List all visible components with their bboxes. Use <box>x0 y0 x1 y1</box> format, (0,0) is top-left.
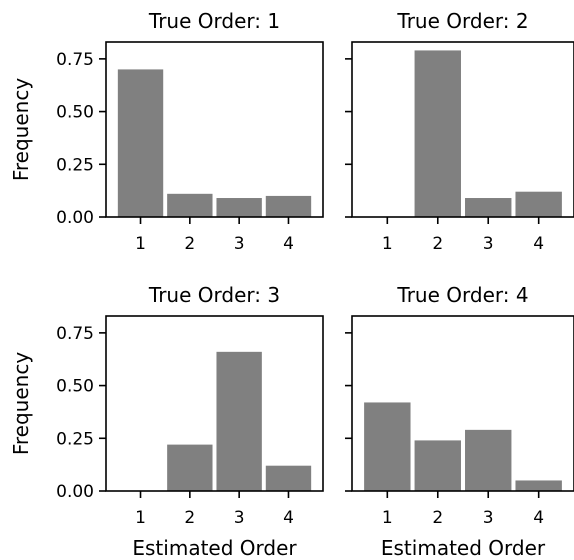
bar-panel4-order-1 <box>364 402 411 491</box>
xtick-label: 2 <box>184 508 195 528</box>
panel-4-frame <box>351 315 574 492</box>
ytick-label: 0.25 <box>56 155 94 175</box>
ytick-label: 0.00 <box>56 208 94 228</box>
bar-panel1-order-1 <box>117 69 164 217</box>
panel-3-title: True Order: 3 <box>148 283 280 307</box>
bar-panel3-order-2 <box>167 444 213 491</box>
bar-panel3-order-3 <box>216 351 262 491</box>
xtick-label: 4 <box>533 234 544 254</box>
ytick-label: 0.50 <box>56 377 94 397</box>
bar-panel1-order-2 <box>167 193 213 217</box>
bar-panel4-order-4 <box>515 480 562 491</box>
panel-3-frame <box>105 315 324 492</box>
xtick-label: 1 <box>135 508 146 528</box>
ytick-label: 0.50 <box>56 103 94 123</box>
xtick-label: 1 <box>382 508 393 528</box>
panel-1-title: True Order: 1 <box>148 9 280 33</box>
xtick-label: 2 <box>184 234 195 254</box>
ytick-label: 0.75 <box>56 50 94 70</box>
y-axis-label: Frequency <box>9 78 33 181</box>
bar-panel2-order-3 <box>465 198 512 217</box>
bar-panel4-order-3 <box>465 429 512 491</box>
y-axis-label: Frequency <box>9 352 33 455</box>
ytick-label: 0.25 <box>56 429 94 449</box>
bar-panel4-order-2 <box>414 440 461 491</box>
xtick-label: 4 <box>283 234 294 254</box>
xtick-label: 1 <box>135 234 146 254</box>
panel-2-frame <box>351 41 574 218</box>
bar-panel1-order-4 <box>265 195 312 217</box>
xtick-label: 4 <box>283 508 294 528</box>
bar-panel2-order-2 <box>414 50 461 218</box>
ytick-label: 0.00 <box>56 482 94 502</box>
x-axis-label: Estimated Order <box>132 536 297 560</box>
xtick-label: 3 <box>234 508 245 528</box>
xtick-label: 3 <box>234 234 245 254</box>
panel-1-frame <box>105 41 324 218</box>
xtick-label: 2 <box>432 508 443 528</box>
bar-panel3-order-4 <box>265 465 312 491</box>
panel-4-title: True Order: 4 <box>396 283 528 307</box>
xtick-label: 2 <box>432 234 443 254</box>
xtick-label: 3 <box>483 234 494 254</box>
panel-2-title: True Order: 2 <box>396 9 528 33</box>
xtick-label: 4 <box>533 508 544 528</box>
xtick-label: 1 <box>382 234 393 254</box>
x-axis-label: Estimated Order <box>381 536 546 560</box>
ytick-label: 0.75 <box>56 324 94 344</box>
xtick-label: 3 <box>483 508 494 528</box>
bar-panel2-order-4 <box>515 191 562 217</box>
bar-panel1-order-3 <box>216 198 262 217</box>
